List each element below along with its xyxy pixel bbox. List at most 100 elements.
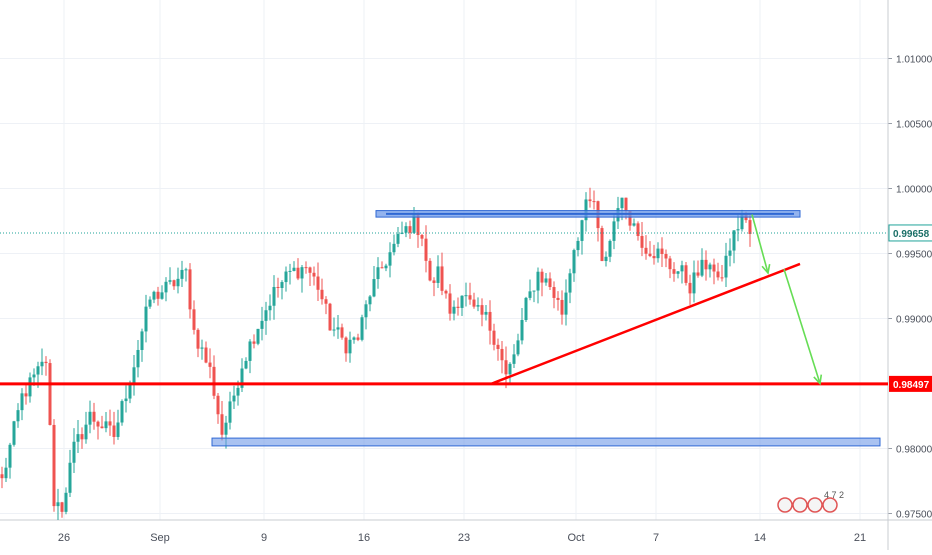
candle-body	[512, 354, 516, 364]
candle-body	[696, 272, 700, 276]
candle-body	[52, 424, 56, 507]
candle-body	[220, 414, 224, 435]
candle-body	[16, 410, 20, 422]
candle-body	[640, 236, 644, 248]
candle-body	[40, 361, 44, 367]
projection-arrow-head	[761, 264, 771, 275]
candle-body	[508, 363, 512, 375]
candle-body	[568, 273, 572, 293]
candle-body	[676, 271, 680, 274]
candle-body	[716, 271, 720, 278]
candle-body	[120, 401, 124, 423]
candle-body	[520, 319, 524, 341]
candle-body	[612, 221, 616, 241]
candle-body	[184, 269, 188, 271]
candle-body	[644, 247, 648, 254]
candle-body	[196, 329, 200, 349]
candle-body	[372, 279, 376, 297]
candle-body	[96, 421, 100, 427]
candle-body	[140, 331, 144, 350]
candle-body	[468, 295, 472, 300]
candle-body	[280, 282, 284, 289]
candle-body	[368, 296, 372, 305]
candle-body	[128, 384, 132, 399]
candle-body	[72, 441, 76, 463]
candle-body	[312, 272, 316, 277]
candle-body	[476, 305, 480, 307]
candle-body	[8, 444, 12, 468]
candle-body	[608, 240, 612, 257]
candle-body	[420, 235, 424, 239]
x-tick-label: Sep	[150, 532, 170, 544]
candle-body	[428, 260, 432, 281]
candle-body	[216, 395, 220, 415]
candle-body	[408, 226, 412, 233]
candle-body	[588, 199, 592, 202]
candle-body	[732, 230, 736, 251]
candle-body	[740, 214, 744, 230]
candle-body	[656, 248, 660, 259]
candle-body	[32, 374, 36, 378]
candle-body	[584, 199, 588, 221]
candle-body	[292, 267, 296, 271]
candle-body	[444, 290, 448, 294]
candle-body	[316, 276, 320, 290]
candle-body	[700, 259, 704, 276]
candle-body	[172, 280, 176, 287]
candle-body	[344, 337, 348, 354]
candle-body	[472, 299, 476, 307]
candle-body	[92, 411, 96, 422]
candle-body	[460, 295, 464, 308]
candle-body	[212, 366, 216, 396]
candle-body	[432, 280, 436, 283]
candle-body	[692, 272, 696, 294]
candle-body	[296, 267, 300, 279]
candle-body	[712, 264, 716, 272]
projection-arrow-line	[751, 214, 769, 274]
candle-body	[516, 340, 520, 355]
candle-body	[284, 271, 288, 283]
y-tick-label: 1.00500	[896, 120, 932, 131]
x-tick-label: 16	[358, 532, 370, 544]
candle-body	[524, 297, 528, 320]
candle-body	[60, 502, 64, 512]
candle-body	[704, 259, 708, 270]
candle-body	[672, 269, 676, 274]
candle-body	[236, 387, 240, 396]
candle-body	[300, 267, 304, 279]
candle-body	[720, 277, 724, 279]
candle-body	[332, 329, 336, 331]
candle-body	[504, 360, 508, 375]
candles-layer	[0, 187, 752, 521]
candle-body	[624, 197, 628, 211]
candle-body	[680, 265, 684, 272]
candle-body	[252, 341, 256, 344]
y-tick-label: 1.01000	[896, 55, 932, 66]
candle-body	[200, 347, 204, 349]
economic-event-flag-icon	[807, 497, 823, 513]
candle-body	[748, 220, 752, 234]
candle-body	[652, 256, 656, 259]
candle-body	[384, 265, 388, 269]
candle-body	[648, 253, 652, 257]
candle-body	[12, 421, 16, 445]
candle-body	[20, 393, 24, 411]
candle-body	[152, 291, 156, 300]
candle-body	[160, 292, 164, 299]
economic-event-flag-icon	[777, 497, 793, 513]
candle-body	[632, 223, 636, 226]
x-tick-label: Oct	[567, 532, 584, 544]
candle-body	[240, 368, 244, 388]
candle-body	[116, 422, 120, 437]
candle-body	[364, 304, 368, 318]
candle-body	[592, 201, 596, 203]
candle-body	[620, 197, 624, 209]
candle-body	[36, 366, 40, 375]
candle-body	[272, 286, 276, 306]
candle-body	[480, 305, 484, 315]
candle-body	[276, 286, 280, 289]
candle-body	[388, 252, 392, 266]
